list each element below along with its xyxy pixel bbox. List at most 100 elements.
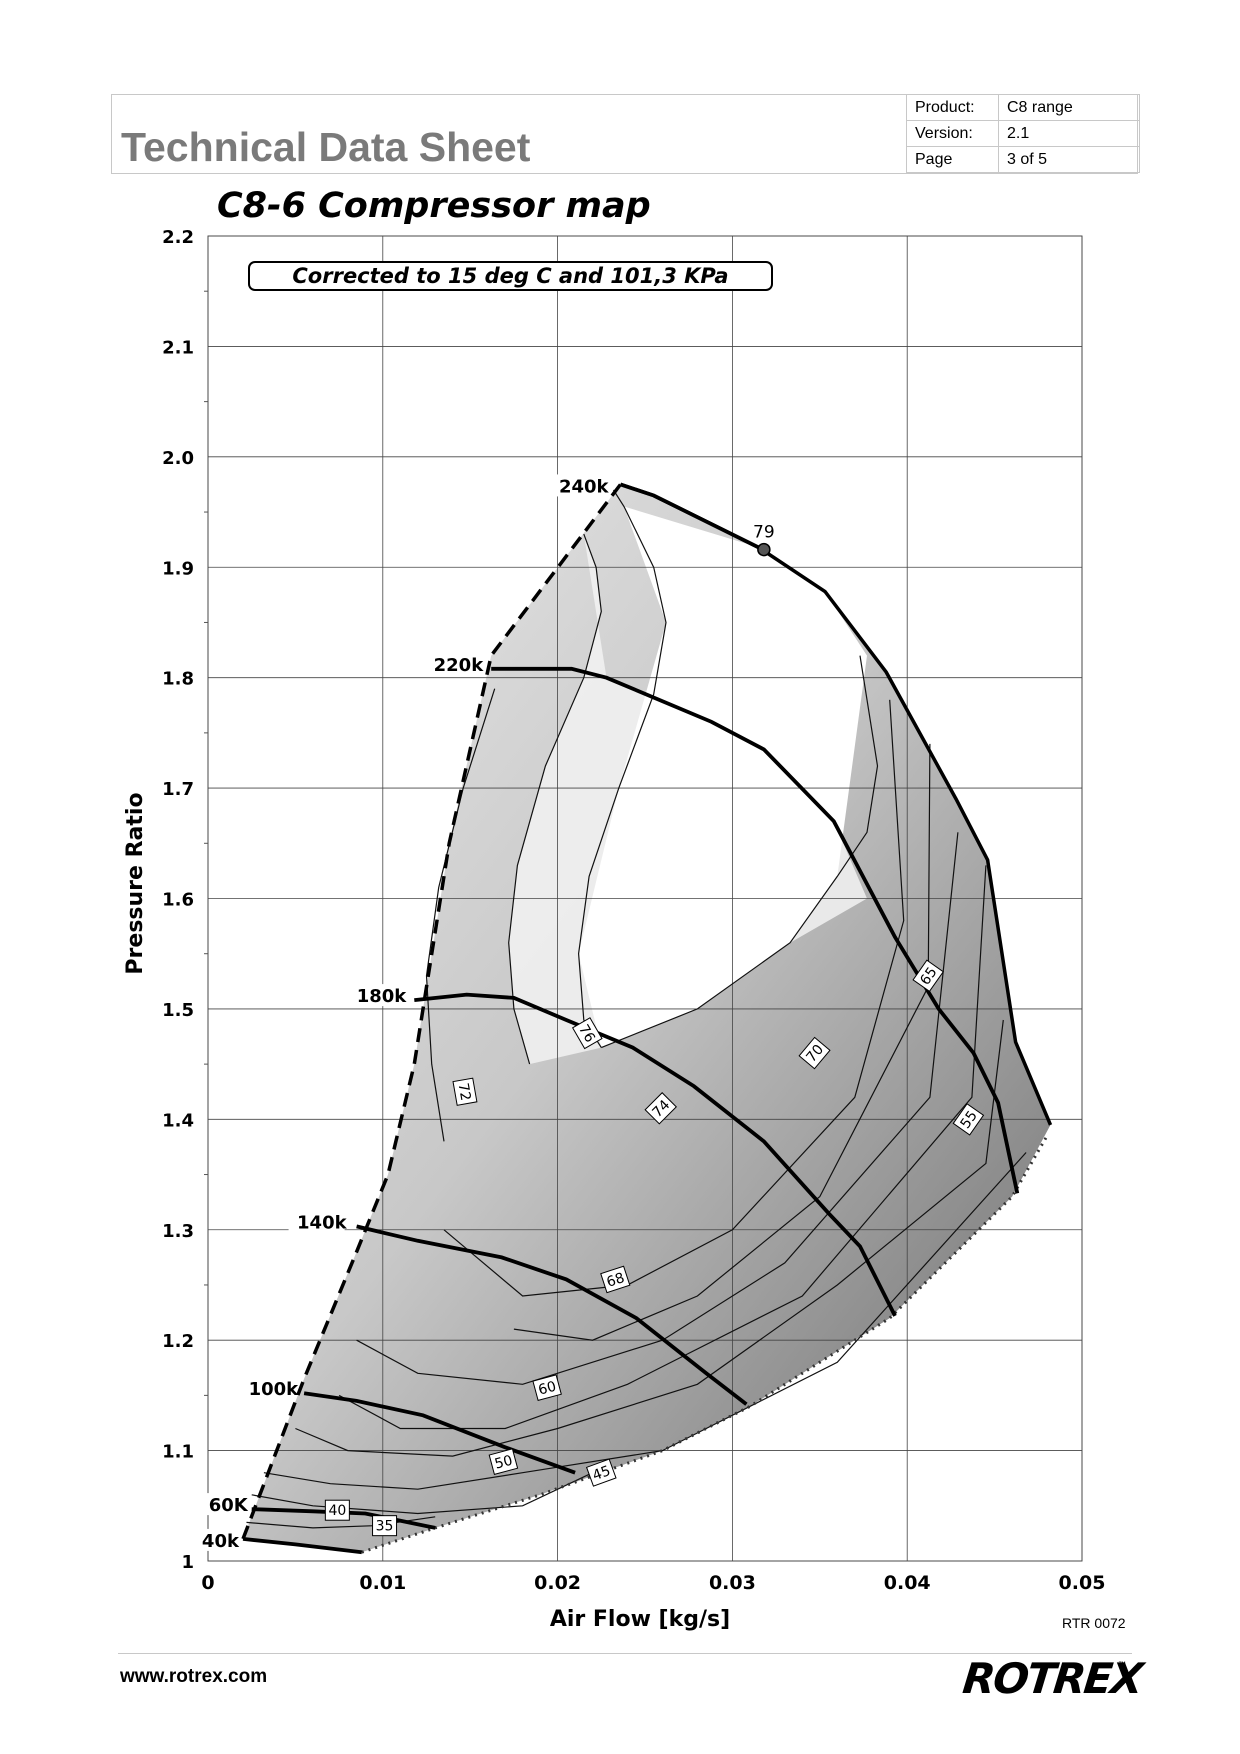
efficiency-label-text: 72 (455, 1082, 474, 1102)
speed-line (356, 1224, 748, 1406)
speed-line-label: 240k (559, 476, 610, 497)
efficiency-line (425, 688, 496, 1142)
efficiency-label-box (532, 1374, 562, 1402)
footer-divider (118, 1653, 1132, 1654)
efficiency-label-text: 35 (376, 1519, 394, 1535)
document-ref: RTR 0072 (1062, 1615, 1126, 1631)
surge-line (241, 483, 622, 1540)
efficiency-label: 74 (644, 1092, 677, 1125)
efficiency-label-box (324, 1499, 350, 1521)
efficiency-label-box (372, 1515, 398, 1537)
efficiency-label-text: 68 (605, 1270, 627, 1291)
efficiency-label-box (644, 1092, 677, 1125)
efficiency-line (513, 743, 931, 1341)
efficiency-label: 76 (571, 1017, 603, 1050)
speed-line-label: 180k (357, 986, 408, 1007)
efficiency-label-text: 60 (537, 1379, 558, 1399)
y-tick-label: 1.8 (162, 669, 194, 690)
y-tick-label: 1.3 (162, 1221, 194, 1242)
efficiency-label-box (912, 959, 944, 993)
speed-line-label: 220k (434, 655, 485, 676)
efficiency-label: 35 (372, 1515, 398, 1537)
efficiency-line (508, 533, 602, 1065)
x-tick-label: 0.04 (884, 1572, 931, 1594)
efficiency-label-box (952, 1103, 985, 1136)
y-tick-label: 1 (181, 1552, 194, 1573)
efficiency-label-text: 40 (328, 1503, 346, 1519)
meta-value: 3 of 5 (998, 146, 1140, 173)
y-tick-label: 1.9 (162, 558, 194, 579)
x-tick-label: 0.01 (359, 1572, 406, 1594)
speed-label-bg (180, 1528, 237, 1551)
max-efficiency-area (578, 506, 867, 1048)
efficiency-label: 70 (798, 1036, 831, 1070)
meta-row: Version: 2.1 (906, 120, 1140, 147)
efficiency-label: 72 (452, 1077, 478, 1106)
document-title: Technical Data Sheet (121, 124, 531, 170)
speed-line-label: 60K (209, 1495, 249, 1516)
website-link[interactable]: www.rotrex.com (120, 1666, 268, 1687)
speed-line (303, 1391, 576, 1475)
efficiency-label: 45 (585, 1458, 617, 1487)
meta-key: Version: (906, 120, 999, 147)
speed-label-bg (240, 1377, 297, 1400)
speed-label-bg (189, 1493, 246, 1516)
y-tick-label: 2.0 (162, 448, 194, 469)
efficiency-label: 50 (488, 1448, 519, 1476)
efficiency-label: 40 (324, 1499, 350, 1521)
meta-row: Page 3 of 5 (906, 146, 1140, 173)
efficiency-line (577, 489, 667, 1048)
efficiency-line (251, 1472, 593, 1515)
y-tick-label: 1.6 (162, 890, 194, 911)
y-tick-label: 2.1 (162, 337, 194, 358)
meta-table: Product: C8 range Version: 2.1 Page 3 of… (906, 94, 1140, 173)
y-tick-label: 1.4 (162, 1110, 194, 1131)
efficiency-label: 60 (532, 1374, 562, 1402)
speed-line-label: 140k (297, 1212, 348, 1233)
y-tick-label: 1.7 (162, 779, 194, 800)
speed-label-bg (348, 984, 405, 1007)
speed-line (414, 992, 897, 1317)
efficiency-line (443, 699, 905, 1297)
y-tick-label: 1.5 (162, 1000, 194, 1021)
x-axis-label: Air Flow [kg/s] (550, 1607, 730, 1632)
efficiency-label-text: 50 (493, 1453, 514, 1473)
x-tick-label: 0.05 (1059, 1572, 1106, 1594)
correction-note: Corrected to 15 deg C and 101,3 KPa (248, 261, 773, 291)
efficiency-line (338, 865, 987, 1430)
efficiency-label-text: 76 (575, 1022, 598, 1046)
x-tick-label: 0.03 (709, 1572, 756, 1594)
x-tick-label: 0 (201, 1572, 214, 1594)
peak-efficiency-label: 79 (753, 523, 775, 543)
speed-line (619, 482, 760, 550)
chart-title: C8-6 Compressor map (217, 186, 651, 226)
y-tick-label: 1.2 (162, 1331, 194, 1352)
y-tick-label: 2.2 (162, 227, 194, 248)
y-tick-label: 1.1 (162, 1442, 194, 1463)
rotrex-logo: ROTREX (960, 1654, 1144, 1703)
efficiency-label-box (798, 1036, 831, 1070)
speed-label-bg (425, 652, 482, 675)
efficiency-label-box (452, 1077, 478, 1106)
speed-line (491, 666, 1020, 1194)
efficiency-label-box (585, 1458, 617, 1487)
efficiency-label-box (571, 1017, 603, 1050)
efficiency-line (601, 655, 879, 1049)
speed-line (242, 1537, 363, 1555)
efficiency-label: 65 (912, 959, 944, 993)
efficiency-line (263, 1152, 1027, 1490)
trademark-mark: ™ (1118, 1660, 1126, 1669)
speed-line-label: 100k (249, 1379, 300, 1400)
x-tick-label: 0.02 (534, 1572, 581, 1594)
speed-label-bg (550, 474, 607, 497)
peak-efficiency-point (757, 542, 771, 557)
efficiency-label: 55 (952, 1103, 985, 1136)
efficiency-label-box (600, 1265, 631, 1294)
efficiency-label-text: 45 (591, 1463, 613, 1484)
efficiency-label: 68 (600, 1265, 631, 1294)
speed-label-bg (288, 1210, 345, 1233)
efficiency-line (295, 1019, 1004, 1457)
speed-line-label: 40k (202, 1531, 240, 1552)
y-axis-label: Pressure Ratio (123, 792, 148, 974)
